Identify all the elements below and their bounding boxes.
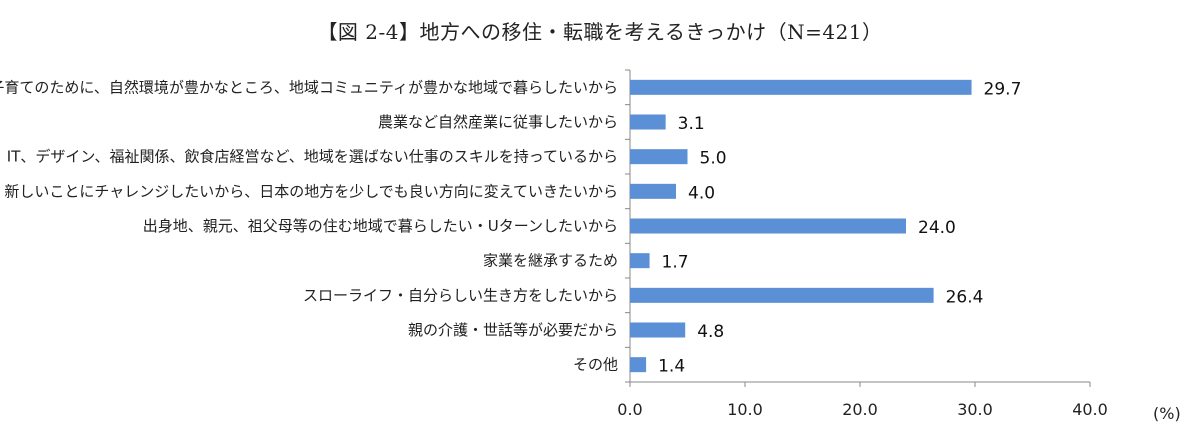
bar [630, 114, 666, 130]
bar [630, 287, 934, 303]
bar [630, 149, 688, 165]
bar [630, 218, 906, 234]
x-axis-unit-label: (%) [1153, 404, 1181, 423]
bar [630, 253, 650, 269]
x-tick-label: 0.0 [617, 400, 642, 419]
value-label: 1.7 [662, 253, 689, 273]
category-label: 農業など自然産業に従事したいから [378, 113, 618, 131]
value-label: 29.7 [984, 79, 1022, 99]
value-label: 1.4 [658, 357, 685, 377]
category-label: スローライフ・自分らしい生き方をしたいから [303, 286, 618, 304]
x-tick-label: 10.0 [727, 400, 763, 419]
category-label: 出身地、親元、祖父母等の住む地域で暮らしたい・Uターンしたいから [143, 217, 618, 235]
x-tick-label: 20.0 [842, 400, 878, 419]
bar [630, 183, 676, 199]
value-label: 3.1 [678, 114, 705, 134]
category-label: 子育てのために、自然環境が豊かなところ、地域コミュニティが豊かな地域で暮らしたい… [0, 78, 618, 96]
value-label: 5.0 [700, 149, 727, 169]
x-tick-label: 30.0 [957, 400, 993, 419]
value-label: 24.0 [918, 218, 956, 238]
bar [630, 322, 686, 338]
category-label: 家業を継承するため [483, 252, 618, 270]
bar [630, 357, 647, 373]
value-label: 4.8 [697, 322, 724, 342]
chart-title: 【図 2-4】地方への移住・転職を考えるきっかけ（N=421） [317, 20, 883, 44]
bar [630, 79, 972, 95]
category-label: その他 [573, 356, 618, 374]
category-label: IT、デザイン、福祉関係、飲食店経営など、地域を選ばない仕事のスキルを持っている… [7, 148, 618, 166]
category-label: 新しいことにチャレンジしたいから、日本の地方を少しでも良い方向に変えていきたいか… [4, 182, 618, 200]
category-label: 親の介護・世話等が必要だから [408, 321, 618, 339]
value-label: 4.0 [688, 183, 715, 203]
x-tick-label: 40.0 [1072, 400, 1108, 419]
value-label: 26.4 [946, 287, 984, 307]
